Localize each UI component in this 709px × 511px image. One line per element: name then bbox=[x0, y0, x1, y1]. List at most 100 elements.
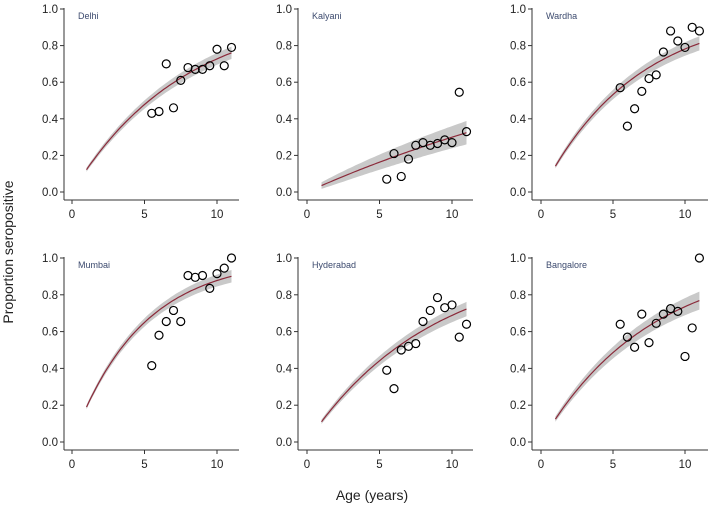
data-point bbox=[615, 83, 625, 93]
x-tick-label: 0 bbox=[304, 209, 310, 221]
data-point bbox=[447, 300, 457, 310]
fitted-curve bbox=[321, 132, 467, 187]
data-point bbox=[403, 154, 414, 164]
x-tick-label: 10 bbox=[211, 459, 224, 471]
data-point bbox=[637, 309, 647, 319]
data-point bbox=[622, 332, 633, 342]
panel-label: Kalyani bbox=[312, 11, 342, 21]
data-point bbox=[644, 338, 654, 348]
y-tick-label: 0.0 bbox=[510, 437, 526, 449]
data-point bbox=[226, 42, 237, 53]
data-point bbox=[425, 305, 435, 316]
x-tick-label: 0 bbox=[69, 209, 75, 221]
data-point bbox=[461, 319, 472, 329]
y-tick-label: 0.4 bbox=[510, 363, 527, 375]
y-tick-label: 0.0 bbox=[42, 187, 58, 199]
data-point bbox=[382, 365, 392, 375]
data-point bbox=[629, 342, 640, 352]
y-tick-label: 0.8 bbox=[276, 290, 292, 302]
y-tick-label: 0.2 bbox=[510, 150, 526, 162]
x-tick-label: 0 bbox=[538, 209, 544, 221]
y-tick-label: 0.2 bbox=[276, 150, 292, 162]
y-tick-label: 1.0 bbox=[42, 253, 58, 265]
confidence-band bbox=[86, 270, 232, 410]
data-point bbox=[687, 22, 697, 32]
data-point bbox=[644, 73, 654, 84]
panel-bangalore: 0.0 0.2 0.4 0.6 0.8 1.0 0 5 10 Bangalore bbox=[510, 253, 708, 471]
data-point bbox=[168, 103, 179, 113]
data-point bbox=[219, 263, 229, 273]
panel-label: Bangalore bbox=[546, 260, 587, 270]
panel-label: Hyderabad bbox=[312, 260, 356, 270]
data-point bbox=[161, 59, 171, 69]
y-tick-label: 0.6 bbox=[276, 77, 292, 89]
y-tick-label: 0.4 bbox=[510, 114, 527, 126]
y-tick-label: 0.4 bbox=[276, 363, 293, 375]
data-point bbox=[212, 269, 222, 279]
fitted-curve bbox=[85, 275, 232, 408]
data-point bbox=[687, 323, 697, 333]
confidence-band bbox=[555, 36, 700, 169]
data-point bbox=[389, 148, 399, 159]
y-tick-label: 0.4 bbox=[42, 363, 59, 375]
y-tick-label: 0.4 bbox=[276, 114, 293, 126]
y-tick-label: 0.0 bbox=[42, 437, 58, 449]
y-tick-label: 0.6 bbox=[510, 327, 526, 339]
x-tick-label: 10 bbox=[446, 209, 459, 221]
y-tick-label: 1.0 bbox=[276, 253, 292, 265]
data-point bbox=[168, 305, 179, 316]
x-tick-label: 5 bbox=[376, 459, 382, 471]
data-point bbox=[147, 361, 157, 371]
x-tick-label: 10 bbox=[679, 459, 692, 471]
fitted-curve bbox=[554, 300, 700, 420]
data-point bbox=[219, 61, 229, 71]
data-point bbox=[694, 253, 705, 263]
data-point bbox=[637, 86, 647, 96]
confidence-band bbox=[321, 121, 467, 189]
data-point bbox=[680, 351, 690, 362]
y-tick-label: 1.0 bbox=[276, 4, 292, 16]
panel-label: Wardha bbox=[546, 11, 577, 21]
y-tick-label: 1.0 bbox=[510, 4, 526, 16]
data-point bbox=[454, 332, 464, 342]
x-tick-label: 5 bbox=[610, 459, 616, 471]
confidence-band bbox=[321, 301, 467, 424]
data-point bbox=[411, 338, 421, 349]
x-tick-label: 0 bbox=[538, 459, 544, 471]
data-point bbox=[176, 75, 186, 85]
data-point bbox=[432, 138, 443, 149]
x-tick-label: 10 bbox=[446, 459, 459, 471]
data-point bbox=[461, 127, 472, 137]
data-point bbox=[658, 47, 669, 57]
y-tick-label: 0.2 bbox=[510, 400, 526, 412]
y-tick-label: 0.2 bbox=[42, 150, 58, 162]
data-point bbox=[161, 316, 171, 327]
data-point bbox=[432, 292, 443, 303]
data-point bbox=[205, 283, 215, 293]
data-point bbox=[389, 384, 399, 394]
y-tick-label: 0.8 bbox=[42, 41, 58, 53]
data-point bbox=[154, 330, 164, 340]
panel-label: Mumbai bbox=[78, 260, 110, 270]
panel-label: Delhi bbox=[78, 11, 99, 21]
panel-hyderabad: 0.0 0.2 0.4 0.6 0.8 1.0 0 5 10 Hyderabad bbox=[276, 253, 473, 471]
x-tick-label: 5 bbox=[141, 459, 147, 471]
y-tick-label: 0.2 bbox=[276, 400, 292, 412]
y-tick-label: 0.6 bbox=[42, 77, 58, 89]
y-tick-label: 1.0 bbox=[510, 253, 526, 265]
data-point bbox=[622, 121, 633, 131]
y-tick-label: 0.0 bbox=[510, 187, 526, 199]
y-tick-label: 0.2 bbox=[42, 400, 58, 412]
data-point bbox=[629, 104, 640, 114]
y-tick-label: 0.8 bbox=[42, 290, 58, 302]
data-point bbox=[454, 87, 464, 97]
data-point bbox=[651, 318, 661, 328]
y-tick-label: 0.8 bbox=[510, 41, 526, 53]
data-point bbox=[694, 26, 705, 36]
data-point bbox=[396, 171, 406, 182]
y-tick-label: 0.8 bbox=[510, 290, 526, 302]
confidence-band bbox=[555, 291, 700, 422]
fitted-curve bbox=[554, 42, 700, 167]
panel-kalyani: 0.0 0.2 0.4 0.6 0.8 1.0 0 5 10 Kalyani bbox=[276, 4, 473, 221]
